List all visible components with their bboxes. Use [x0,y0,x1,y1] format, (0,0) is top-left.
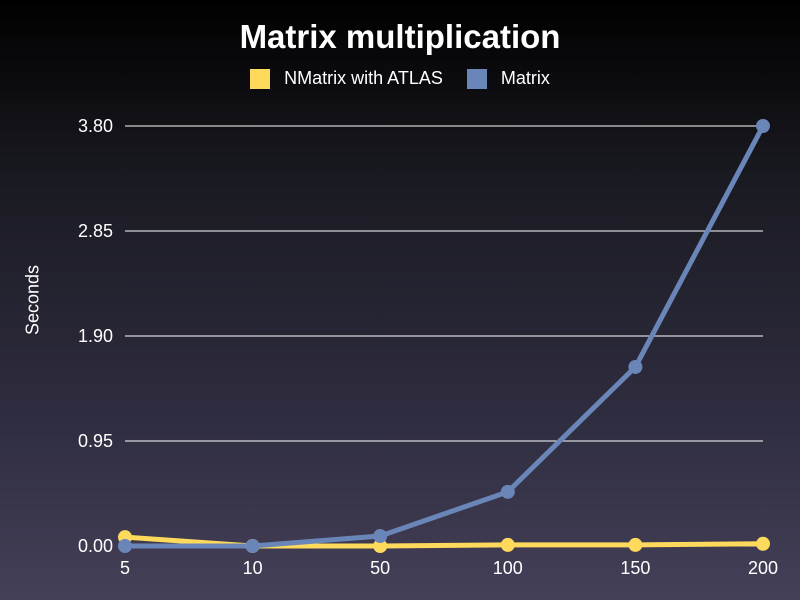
series-1-point-2 [373,539,388,553]
legend-swatch-series-1 [250,68,271,89]
series-1-point-4 [628,537,643,552]
x-tick-label-2: 50 [370,558,390,578]
y-tick-label-2: 1.90 [78,326,113,346]
legend-item-series-1[interactable]: NMatrix with ATLAS [250,68,443,89]
series-2-point-0 [118,539,132,553]
legend: NMatrix with ATLAS Matrix [0,68,800,89]
series-2-line [122,123,766,549]
x-tick-label-0: 5 [120,558,130,578]
series-2-point-2 [373,529,388,544]
series-2-point-3 [500,484,515,499]
series-2-point-1 [245,539,260,553]
y-tick-label-0: 0.00 [78,536,113,556]
x-tick-label-4: 150 [620,558,650,578]
legend-item-series-2[interactable]: Matrix [466,68,550,89]
chart-title: Matrix multiplication [239,18,561,55]
x-tick-label-5: 200 [748,558,778,578]
series-1-point-5 [756,536,770,551]
legend-label-series-1: NMatrix with ATLAS [284,68,443,88]
x-tick-label-1: 10 [243,558,263,578]
x-tick-label-3: 100 [493,558,523,578]
legend-swatch-series-2 [466,68,487,89]
legend-label-series-2: Matrix [500,68,550,88]
y-tick-label-3: 2.85 [78,221,113,241]
y-tick-label-4: 3.80 [78,116,113,136]
series-2-point-4 [628,359,643,374]
y-tick-label-1: 0.95 [78,431,113,451]
series-2-point-5 [756,119,770,133]
series-1-point-3 [500,537,515,552]
